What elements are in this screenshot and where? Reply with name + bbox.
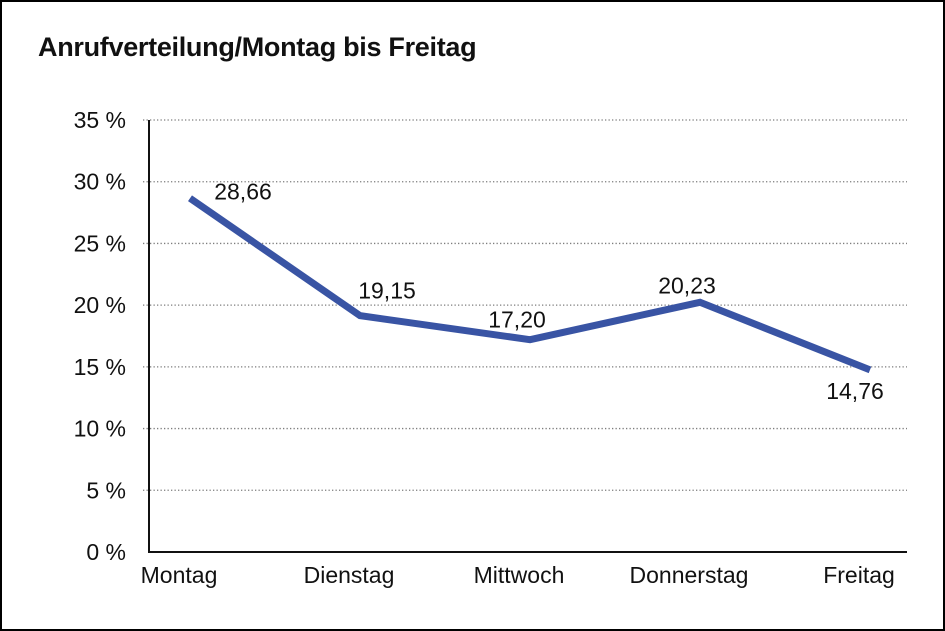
- x-category-label: Montag: [141, 562, 218, 588]
- value-label: 19,15: [358, 278, 416, 304]
- y-tick-label: 10 %: [74, 416, 126, 442]
- value-label: 17,20: [488, 307, 546, 333]
- x-category-label: Freitag: [823, 562, 895, 588]
- value-label: 28,66: [214, 178, 272, 204]
- y-tick-label: 15 %: [74, 354, 126, 380]
- y-tick-label: 35 %: [74, 107, 126, 133]
- y-tick-label: 5 %: [86, 477, 126, 503]
- y-tick-label: 0 %: [86, 539, 126, 565]
- chart-title: Anrufverteilung/Montag bis Freitag: [38, 32, 477, 62]
- y-tick-label: 25 %: [74, 230, 126, 256]
- y-tick-label: 20 %: [74, 292, 126, 318]
- series-line: [188, 195, 872, 374]
- x-category-label: Mittwoch: [474, 562, 565, 588]
- x-category-label: Donnerstag: [630, 562, 749, 588]
- y-tick-label: 30 %: [74, 169, 126, 195]
- value-label: 20,23: [658, 272, 716, 298]
- x-category-label: Dienstag: [304, 562, 395, 588]
- value-label: 14,76: [826, 378, 884, 404]
